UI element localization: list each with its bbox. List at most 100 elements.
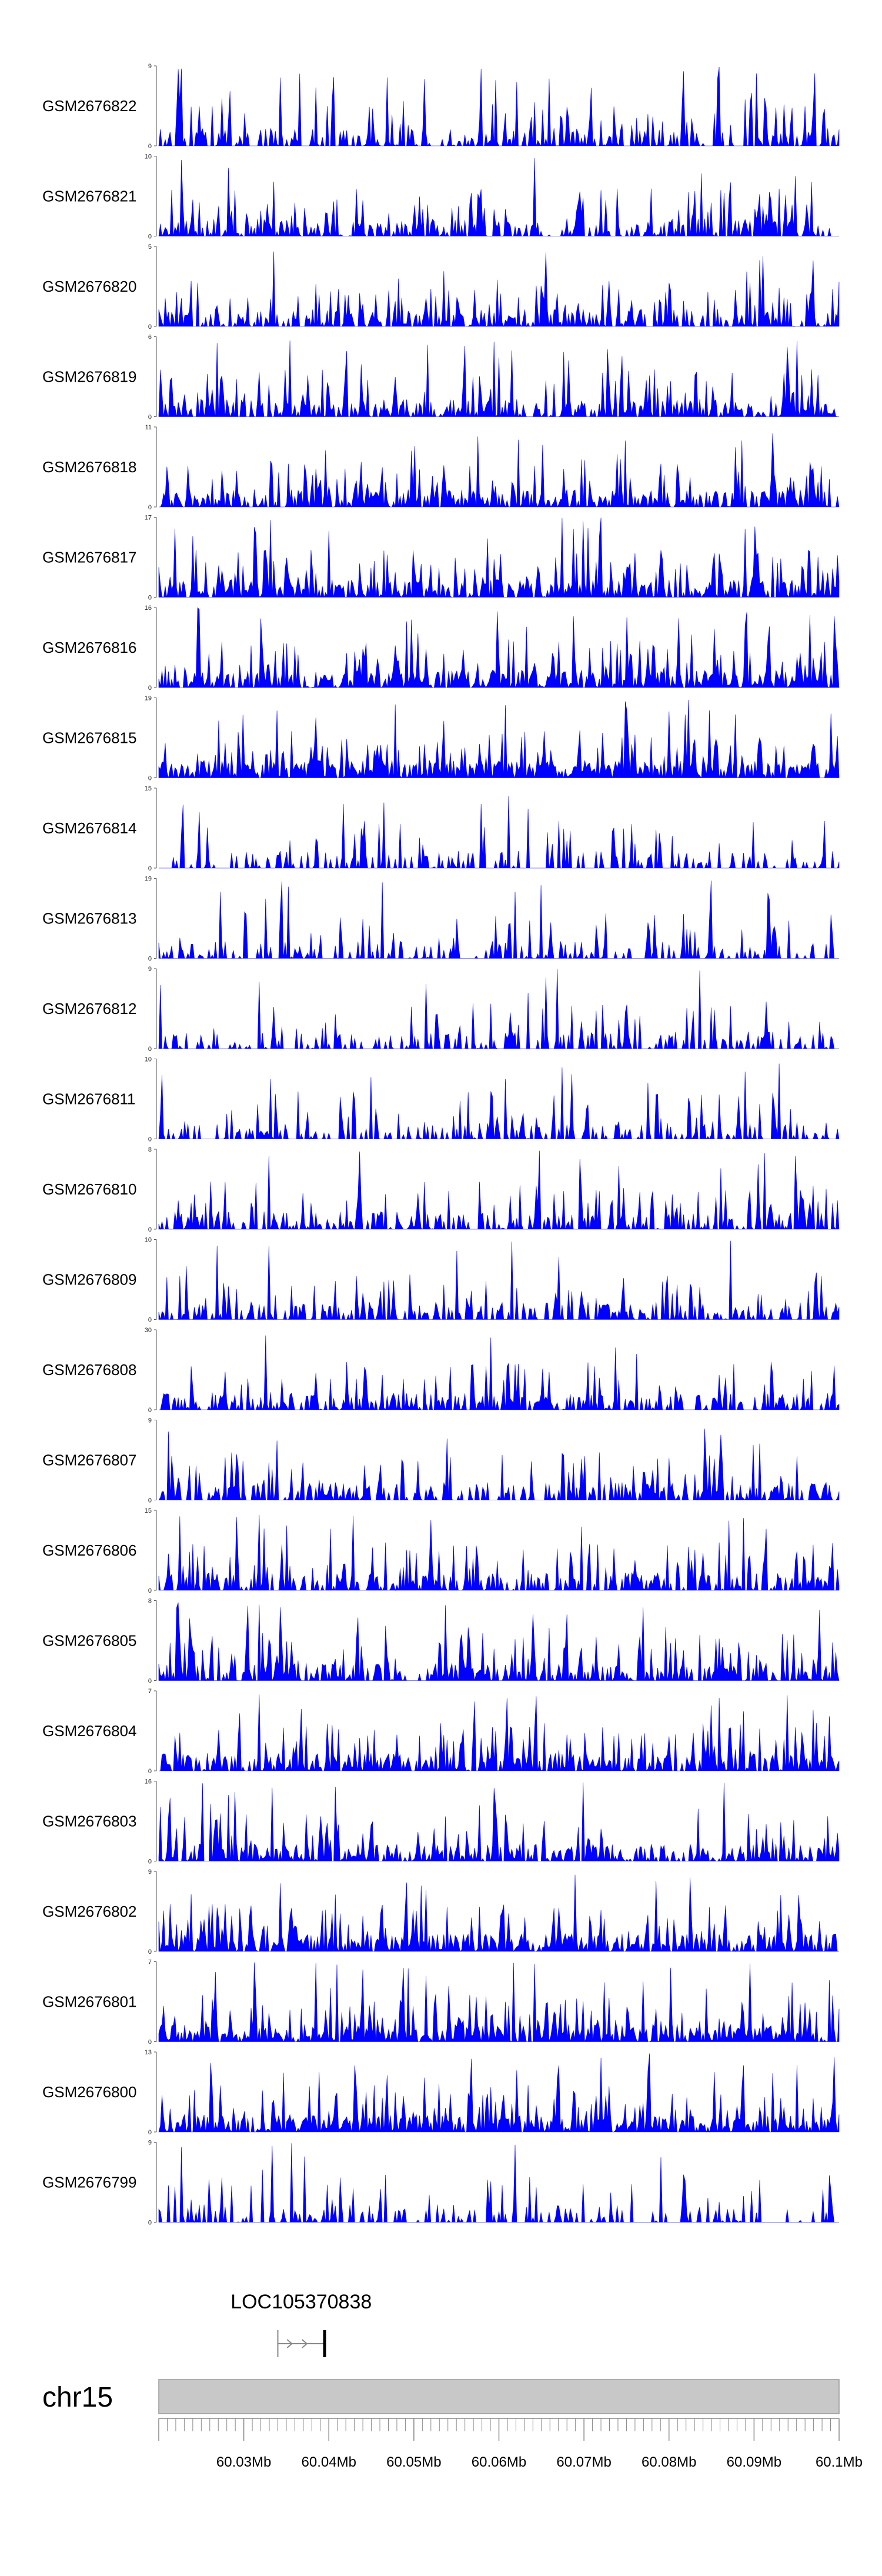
track-label: GSM2676816 <box>42 639 136 656</box>
y-min-label: 0 <box>148 685 152 692</box>
y-min-label: 0 <box>148 323 152 331</box>
y-min-label: 0 <box>148 1587 152 1594</box>
track-label: GSM2676812 <box>42 1000 136 1017</box>
track-GSM2676800: GSM2676800 13 0 <box>42 2049 840 2136</box>
chromosome-ideogram: chr15 <box>42 2379 840 2414</box>
track-label: GSM2676820 <box>42 278 136 295</box>
y-max-label: 16 <box>145 605 152 612</box>
track-label: GSM2676799 <box>42 2174 136 2191</box>
track-GSM2676807: GSM2676807 9 0 <box>42 1417 840 1504</box>
track-GSM2676808: GSM2676808 30 0 <box>42 1327 840 1414</box>
track-label: GSM2676822 <box>42 97 136 115</box>
y-max-label: 8 <box>148 1598 152 1605</box>
y-max-label: 10 <box>145 1237 152 1244</box>
track-label: GSM2676800 <box>42 2083 136 2101</box>
track-GSM2676806: GSM2676806 15 0 <box>42 1507 840 1594</box>
track-GSM2676803: GSM2676803 16 0 <box>42 1778 840 1866</box>
y-min-label: 0 <box>148 1317 152 1324</box>
track-GSM2676799: GSM2676799 9 0 <box>42 2140 839 2227</box>
coverage-area <box>158 1063 840 1140</box>
track-GSM2676811: GSM2676811 10 0 <box>42 1056 840 1143</box>
y-min-label: 0 <box>148 504 152 511</box>
y-max-label: 16 <box>145 1778 152 1786</box>
y-max-label: 9 <box>148 1417 152 1424</box>
y-max-label: 10 <box>145 154 152 161</box>
track-GSM2676820: GSM2676820 5 0 <box>42 243 840 331</box>
strand-arrow-icon <box>286 2339 293 2348</box>
track-label: GSM2676819 <box>42 368 136 386</box>
y-min-label: 0 <box>148 2129 152 2136</box>
track-label: GSM2676813 <box>42 910 136 927</box>
y-min-label: 0 <box>148 1046 152 1053</box>
track-label: GSM2676807 <box>42 1451 136 1469</box>
track-label: GSM2676808 <box>42 1361 136 1379</box>
y-max-label: 19 <box>145 695 152 702</box>
y-max-label: 9 <box>148 966 152 973</box>
track-GSM2676802: GSM2676802 9 0 <box>42 1868 839 1956</box>
y-min-label: 0 <box>148 143 152 150</box>
track-label: GSM2676818 <box>42 458 136 476</box>
track-GSM2676801: GSM2676801 7 0 <box>42 1959 840 2046</box>
x-tick-label: 60.06Mb <box>472 2454 526 2470</box>
track-label: GSM2676811 <box>42 1090 136 1108</box>
coverage-area <box>158 1429 840 1501</box>
coverage-area <box>159 796 840 869</box>
y-min-label: 0 <box>148 2220 152 2227</box>
track-GSM2676809: GSM2676809 10 0 <box>42 1237 840 1324</box>
y-min-label: 0 <box>148 1407 152 1414</box>
coverage-area <box>158 699 840 779</box>
track-GSM2676818: GSM2676818 11 0 <box>42 424 840 511</box>
gene-track: LOC105370838 <box>230 2291 372 2357</box>
track-GSM2676822: GSM2676822 9 0 <box>42 63 840 150</box>
coverage-area <box>158 158 839 237</box>
track-GSM2676814: GSM2676814 15 0 <box>42 785 840 872</box>
coverage-area <box>158 607 840 689</box>
y-max-label: 5 <box>148 243 152 251</box>
coverage-area <box>158 66 840 147</box>
track-label: GSM2676810 <box>42 1180 136 1198</box>
y-max-label: 19 <box>145 876 152 883</box>
track-GSM2676821: GSM2676821 10 0 <box>42 154 839 241</box>
x-tick-label: 60.07Mb <box>556 2454 611 2470</box>
track-label: GSM2676806 <box>42 1541 136 1559</box>
y-min-label: 0 <box>148 1948 152 1956</box>
track-GSM2676804: GSM2676804 7 0 <box>42 1688 840 1775</box>
y-max-label: 8 <box>148 1146 152 1153</box>
y-max-label: 7 <box>148 1688 152 1695</box>
y-min-label: 0 <box>148 1226 152 1233</box>
y-min-label: 0 <box>148 1497 152 1504</box>
x-tick-label: 60.05Mb <box>386 2454 441 2470</box>
coverage-area <box>158 2053 840 2133</box>
strand-arrow-icon <box>302 2339 308 2348</box>
y-min-label: 0 <box>148 1858 152 1866</box>
coverage-area <box>158 1874 839 1953</box>
track-label: GSM2676809 <box>42 1271 136 1289</box>
y-min-label: 0 <box>148 414 152 421</box>
y-max-label: 17 <box>145 515 152 522</box>
coverage-area <box>158 1240 840 1320</box>
track-label: GSM2676804 <box>42 1722 136 1740</box>
track-GSM2676817: GSM2676817 17 0 <box>42 515 840 602</box>
y-max-label: 15 <box>145 1507 152 1514</box>
coverage-area <box>159 1694 840 1772</box>
y-min-label: 0 <box>148 2039 152 2046</box>
y-min-label: 0 <box>148 775 152 782</box>
track-GSM2676813: GSM2676813 19 0 <box>42 876 839 963</box>
coverage-area <box>158 1150 840 1230</box>
y-min-label: 0 <box>148 233 152 241</box>
track-label: GSM2676805 <box>42 1632 136 1650</box>
y-max-label: 9 <box>148 2140 152 2147</box>
y-min-label: 0 <box>148 1768 152 1775</box>
coverage-tracks: GSM267682290GSM2676821100GSM267682050GSM… <box>42 63 840 2227</box>
y-min-label: 0 <box>148 595 152 602</box>
coverage-area <box>158 2143 839 2223</box>
track-label: GSM2676802 <box>42 1903 136 1920</box>
y-max-label: 9 <box>148 1868 152 1876</box>
x-tick-label: 60.1Mb <box>816 2454 863 2470</box>
y-min-label: 0 <box>148 865 152 872</box>
coverage-area <box>158 341 839 418</box>
coverage-area <box>158 1514 840 1591</box>
track-GSM2676815: GSM2676815 19 0 <box>42 695 840 782</box>
coverage-area <box>159 1335 840 1411</box>
